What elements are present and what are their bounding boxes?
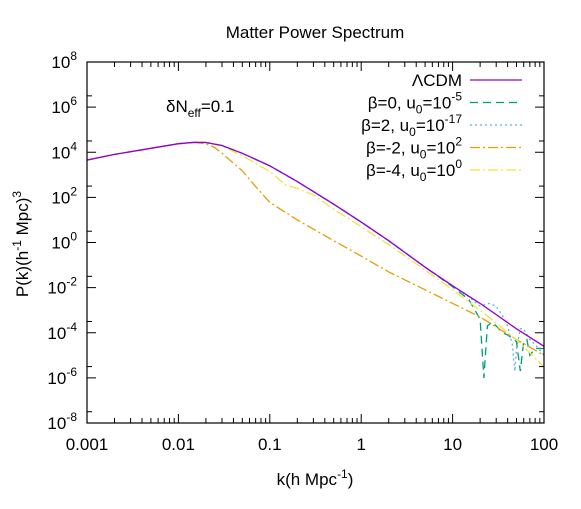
legend-label-0: ΛCDM [412, 71, 462, 90]
legend-label-main: β=2, u [361, 116, 409, 135]
y-tick-label-base: 10 [51, 234, 70, 253]
y-tick-label: 10-6 [47, 365, 77, 388]
x-tick-label: 0.001 [66, 435, 109, 454]
y-tick-label-exp: 4 [70, 139, 77, 153]
y-axis-label-mid: Mpc) [13, 198, 32, 241]
legend-label-2: β=2, u0=10-17 [361, 112, 462, 139]
y-tick-label-base: 10 [47, 279, 66, 298]
chart-title: Matter Power Spectrum [226, 23, 405, 42]
series-line-3 [87, 141, 544, 356]
y-tick-label-exp: 0 [70, 230, 77, 244]
legend-label-1: β=0, u0=10-5 [368, 90, 463, 117]
series-line-2 [87, 141, 544, 372]
legend-label-main: ΛCDM [412, 71, 462, 90]
annotation-sub: eff [188, 106, 202, 120]
y-tick-label-base: 10 [51, 188, 70, 207]
y-tick-label: 104 [51, 139, 77, 162]
y-tick-label-exp: 2 [70, 184, 77, 198]
y-tick-label-base: 10 [51, 53, 70, 72]
x-axis-label-sup: -1 [337, 467, 348, 481]
series-line-4 [87, 141, 544, 368]
y-tick-label-base: 10 [47, 414, 66, 433]
x-tick-label: 10 [443, 435, 462, 454]
legend-label-main: β=-2, u [366, 139, 420, 158]
y-tick-label: 10-4 [47, 320, 77, 343]
legend-label-main: β=-4, u [366, 161, 420, 180]
y-tick-label-base: 10 [47, 324, 66, 343]
y-tick-label: 108 [51, 49, 77, 72]
y-tick-label: 102 [51, 184, 77, 207]
legend-label-mid: =10 [426, 161, 455, 180]
x-tick-label: 100 [530, 435, 558, 454]
y-tick-label: 106 [51, 94, 77, 117]
y-axis-label-base: P(k)(h [13, 251, 32, 297]
y-tick-label: 10-8 [47, 410, 77, 433]
annotation-post: =0.1 [201, 97, 235, 116]
x-axis: 0.001 0.01 0.1 1 10 100 [66, 62, 558, 454]
delta-neff-annotation: δNeff=0.1 [166, 97, 234, 120]
annotation-pre: δN [166, 97, 188, 116]
y-tick-label-base: 10 [51, 98, 70, 117]
legend-label-3: β=-2, u0=102 [366, 135, 462, 162]
x-axis-label-base: k(h Mpc [277, 470, 338, 489]
y-tick-label: 10-2 [47, 275, 77, 298]
legend-label-sup: 0 [455, 157, 462, 171]
legend-label-mid: =10 [422, 94, 451, 113]
y-tick-label-exp: -4 [66, 320, 77, 334]
y-tick-label-exp: -2 [66, 275, 77, 289]
x-axis-label: k(h Mpc-1) [277, 467, 354, 489]
legend-label-main: β=0, u [368, 94, 416, 113]
plot-frame [86, 61, 545, 424]
y-tick-label: 100 [51, 230, 77, 253]
legend-label-sub: 0 [420, 148, 427, 162]
y-axis-label-sup2: 3 [10, 191, 24, 198]
y-tick-label-exp: -6 [66, 365, 77, 379]
legend-label-sup: -5 [451, 90, 462, 104]
legend-label-mid: =10 [416, 116, 445, 135]
y-tick-label-exp: -8 [66, 410, 77, 424]
series-line-1 [87, 141, 544, 378]
legend-label-sup: -17 [445, 112, 463, 126]
legend-label-sub: 0 [416, 103, 423, 117]
series-line-0 [87, 141, 544, 347]
y-tick-label-base: 10 [51, 143, 70, 162]
y-axis-label-sup1: -1 [10, 240, 24, 251]
x-tick-label: 0.1 [258, 435, 282, 454]
y-tick-label-exp: 8 [70, 49, 77, 63]
legend-label-mid: =10 [426, 139, 455, 158]
y-tick-label-base: 10 [47, 369, 66, 388]
legend-label-sub: 0 [409, 125, 416, 139]
legend-label-sup: 2 [455, 135, 462, 149]
x-axis-label-tail: ) [348, 470, 354, 489]
x-tick-label: 1 [356, 435, 365, 454]
x-tick-label: 0.01 [162, 435, 195, 454]
y-axis-label: P(k)(h-1 Mpc)3 [10, 191, 32, 297]
y-tick-label-exp: 6 [70, 94, 77, 108]
series-layer [87, 141, 544, 378]
legend-label-sub: 0 [420, 170, 427, 184]
legend-label-4: β=-4, u0=100 [366, 157, 462, 184]
